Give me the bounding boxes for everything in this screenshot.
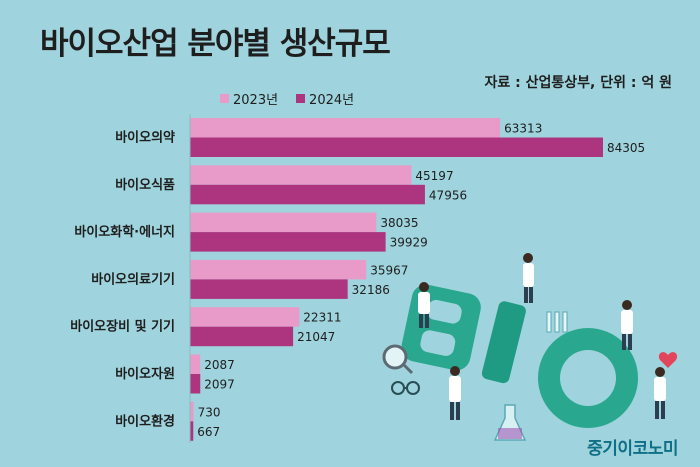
heart-icon [658,352,678,368]
bar-2024 [190,279,348,299]
test-tubes-icon [546,311,568,333]
bar-2023 [190,118,501,138]
category-label: 바이오자원 [115,366,175,382]
scientist-figure [449,366,461,420]
bio-letter-b [401,284,481,371]
legend-item-2023: 2023년 [220,89,278,108]
bar-2023 [190,165,412,185]
category-label: 바이오화학·에너지 [74,224,175,240]
scientist-figure [418,282,430,328]
value-label-2023: 45197 [415,169,453,183]
category-label: 바이오의약 [115,130,175,146]
bio-illustration [382,253,678,441]
value-label-2024: 667 [197,425,220,439]
category-label: 바이오환경 [115,413,175,429]
bar-2023 [190,259,367,280]
category-label: 바이오의료기기 [91,271,175,287]
chart-title: 바이오산업 분야별 생산규모 [40,26,391,62]
value-label-2023: 730 [198,405,221,419]
value-label-2024: 2097 [204,378,235,392]
bar-2024 [190,421,194,441]
source-note: 자료 : 산업통상부, 단위 : 억 원 [484,75,672,91]
magnifier-icon [382,344,414,375]
glasses-icon [391,381,420,395]
legend-label-2024: 2024년 [309,93,355,108]
scientist-figure [654,367,666,419]
flask-icon [493,404,527,441]
legend-swatch-2023 [220,94,229,103]
bar-2024 [190,374,201,394]
bar-2024 [190,232,386,252]
category-label: 바이오식품 [115,177,175,193]
bar-2023 [190,307,300,327]
value-label-2024: 39929 [390,236,428,250]
legend-swatch-2024 [296,94,306,103]
bar-2024 [190,326,294,347]
bar-2024 [190,184,425,205]
value-label-2023: 38035 [380,216,418,230]
value-label-2023: 2087 [204,358,235,372]
legend-label-2023: 2023년 [233,93,279,108]
value-label-2024: 32186 [352,283,390,297]
value-label-2024: 84305 [607,141,645,155]
scientist-figure [621,300,633,350]
brand-logo: 중기이코노미 [587,439,678,459]
value-label-2023: 35967 [370,263,408,277]
value-label-2023: 63313 [504,122,542,136]
bio-letter-i [481,301,526,384]
bar-2024 [190,137,603,157]
legend-item-2024: 2024년 [296,89,354,108]
bar-2023 [190,212,377,233]
value-label-2023: 22311 [303,311,341,325]
bars-group: 바이오의약 63313 84305 바이오식품 45197 47956 바이오화학·에너지 3… [70,114,645,444]
bar-2023 [190,401,194,422]
value-label-2024: 47956 [429,188,467,202]
scientist-figure [523,253,534,303]
category-label: 바이오장비 및 기기 [70,319,175,335]
bio-letter-o [538,328,638,428]
legend: 2023년 2024년 [220,89,354,108]
bar-2023 [190,354,201,374]
value-label-2024: 21047 [297,330,335,344]
